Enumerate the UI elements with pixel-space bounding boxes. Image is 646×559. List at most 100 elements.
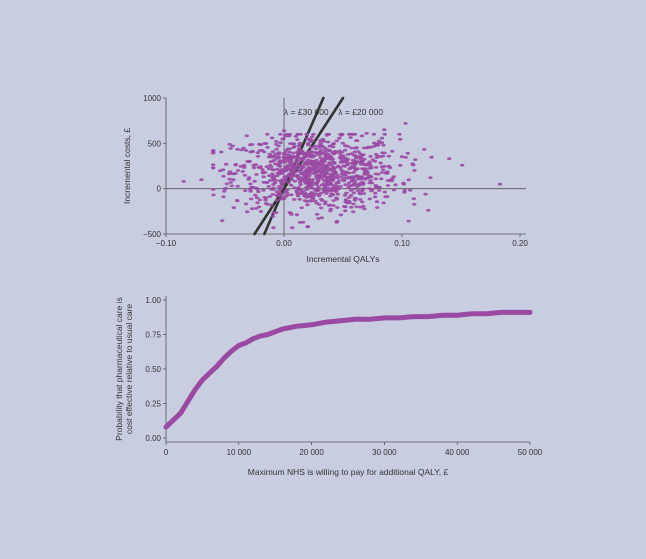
- scatter-point: [313, 171, 319, 175]
- scatter-point: [315, 188, 320, 192]
- scatter-point: [319, 206, 324, 210]
- scatter-point: [271, 183, 276, 186]
- scatter-point: [281, 169, 287, 173]
- scatter-point: [301, 189, 306, 193]
- scatter-point: [328, 203, 333, 207]
- scatter-point: [332, 171, 338, 175]
- scatter-point: [407, 188, 413, 192]
- scatter-point: [305, 163, 310, 167]
- scatter-point: [291, 146, 296, 149]
- scatter-point: [263, 202, 269, 205]
- scatter-point: [286, 181, 291, 184]
- scatter-point: [381, 143, 386, 147]
- scatter-point: [352, 150, 357, 154]
- scatter-point: [354, 205, 359, 209]
- scatter-point: [330, 183, 335, 187]
- scatter-point: [308, 199, 314, 203]
- scatter-point: [343, 174, 348, 177]
- acceptability-curve-line: [163, 309, 533, 430]
- scatter-point: [372, 141, 377, 145]
- scatter-point: [325, 140, 331, 144]
- scatter-point: [283, 158, 288, 162]
- scatter-point: [227, 177, 232, 181]
- scatter-point: [382, 128, 387, 132]
- scatter-point: [406, 219, 411, 223]
- scatter-point: [346, 181, 352, 185]
- scatter-point: [334, 181, 339, 185]
- scatter-point: [260, 168, 265, 171]
- scatter-point: [297, 168, 303, 172]
- scatter-point: [262, 196, 267, 199]
- scatter-point: [300, 220, 306, 224]
- scatter-point: [401, 182, 407, 186]
- scatter-point: [304, 194, 309, 198]
- scatter-point: [328, 194, 333, 198]
- scatter-point: [275, 157, 280, 160]
- scatter-point: [266, 167, 272, 171]
- scatter-point: [258, 165, 263, 169]
- scatter-point: [328, 163, 334, 167]
- curve-labels: Maximum NHS is willing to pay for additi…: [114, 297, 449, 477]
- scatter-point: [222, 187, 228, 191]
- scatter-point: [374, 153, 379, 156]
- scatter-point: [338, 154, 344, 158]
- scatter-point: [351, 187, 357, 191]
- scatter-point: [374, 156, 380, 160]
- cost-effectiveness-plane: −0.10 0.00 0.10 0.20 −500 0 500 1000 λ = £30 00…: [122, 94, 528, 264]
- scatter-point: [361, 153, 366, 157]
- y-tick-label: −500: [143, 230, 162, 239]
- scatter-point: [229, 184, 234, 188]
- scatter-point: [316, 177, 321, 181]
- scatter-point: [305, 179, 310, 183]
- scatter-point: [224, 182, 229, 186]
- scatter-point: [309, 191, 314, 194]
- y-axis-label: Incremental costs, £: [122, 128, 132, 204]
- scatter-point: [335, 192, 340, 196]
- scatter-point: [283, 177, 288, 181]
- scatter-point: [226, 172, 232, 176]
- scatter-point: [297, 177, 302, 181]
- scatter-point: [341, 164, 346, 168]
- scatter-point: [288, 142, 293, 146]
- scatter-point: [267, 195, 272, 199]
- scatter-point: [321, 139, 326, 142]
- scatter-point: [295, 173, 300, 177]
- scatter-point: [268, 163, 273, 167]
- scatter-point: [295, 194, 301, 198]
- scatter-point: [361, 146, 367, 150]
- scatter-point: [219, 150, 224, 154]
- scatter-point: [311, 132, 316, 136]
- scatter-point: [367, 162, 372, 165]
- scatter-point: [373, 184, 378, 187]
- scatter-point: [368, 174, 373, 178]
- scatter-point: [278, 187, 283, 190]
- scatter-point: [385, 179, 391, 182]
- scatter-point: [379, 171, 385, 174]
- scatter-point: [308, 181, 313, 184]
- scatter-point: [345, 163, 350, 167]
- scatter-point: [379, 177, 384, 181]
- scatter-point: [349, 205, 354, 209]
- scatter-point: [281, 180, 287, 183]
- scatter-point: [344, 159, 349, 163]
- scatter-point: [286, 174, 292, 178]
- threshold-label: λ = £20 000: [338, 107, 383, 117]
- scatter-point: [390, 149, 395, 153]
- scatter-point: [351, 202, 356, 206]
- scatter-point: [411, 197, 416, 201]
- scatter-point: [353, 197, 359, 200]
- scatter-point: [297, 197, 302, 201]
- scatter-point: [273, 211, 279, 215]
- scatter-point: [362, 168, 367, 171]
- scatter-point: [293, 135, 299, 138]
- scatter-point: [273, 152, 278, 156]
- scatter-point: [228, 147, 233, 150]
- scatter-point: [211, 166, 216, 170]
- scatter-point: [247, 176, 252, 180]
- scatter-point: [334, 219, 340, 223]
- scatter-point: [374, 200, 380, 204]
- scatter-point: [293, 164, 298, 168]
- scatter-point: [372, 195, 378, 199]
- scatter-point: [334, 190, 339, 194]
